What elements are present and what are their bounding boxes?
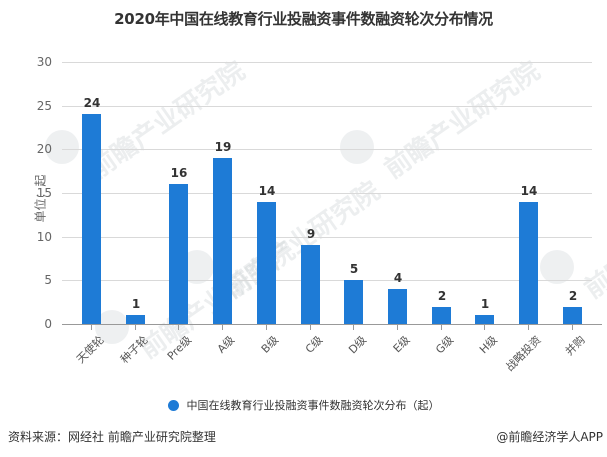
gridline xyxy=(62,193,592,194)
bar[interactable] xyxy=(126,315,145,324)
y-tick-label: 10 xyxy=(36,230,52,244)
bar[interactable] xyxy=(257,202,276,324)
x-tick xyxy=(91,325,92,330)
y-tick-label: 0 xyxy=(44,317,52,331)
bar-value-label: 24 xyxy=(83,96,101,110)
x-tick-label: G级 xyxy=(433,333,457,357)
watermark-logo-icon xyxy=(540,250,574,284)
bar[interactable] xyxy=(344,280,363,324)
chart-title: 2020年中国在线教育行业投融资事件数融资轮次分布情况 xyxy=(114,10,493,28)
bar-value-label: 5 xyxy=(349,262,359,276)
legend-marker-icon xyxy=(167,399,179,411)
x-tick-label: 战略投资 xyxy=(503,333,544,374)
x-tick-label: H级 xyxy=(476,333,500,357)
x-tick-label: A级 xyxy=(215,333,238,356)
x-tick-label: D级 xyxy=(345,333,369,357)
x-tick xyxy=(441,325,442,330)
x-tick xyxy=(310,325,311,330)
bar[interactable] xyxy=(388,289,407,324)
gridline xyxy=(62,106,592,107)
y-tick-label: 30 xyxy=(36,55,52,69)
x-tick-label: 并购 xyxy=(562,333,588,359)
bar[interactable] xyxy=(169,184,188,324)
bar[interactable] xyxy=(213,158,232,324)
y-tick-label: 25 xyxy=(36,99,52,113)
x-tick-label: C级 xyxy=(303,333,326,356)
y-tick-label: 20 xyxy=(36,142,52,156)
x-tick xyxy=(353,325,354,330)
x-tick xyxy=(484,325,485,330)
credit-note: @前瞻经济学人APP xyxy=(496,430,603,444)
bar-value-label: 2 xyxy=(437,289,447,303)
bar[interactable] xyxy=(475,315,494,324)
x-tick xyxy=(222,325,223,330)
bar-value-label: 1 xyxy=(131,297,141,311)
bar[interactable] xyxy=(563,307,582,324)
bar[interactable] xyxy=(519,202,538,324)
bar[interactable] xyxy=(301,245,320,324)
x-tick xyxy=(572,325,573,330)
bar-value-label: 16 xyxy=(170,166,188,180)
gridline xyxy=(62,280,592,281)
bar-value-label: 19 xyxy=(214,140,232,154)
watermark: 前瞻产业研究院 xyxy=(579,176,607,306)
x-tick-label: 种子轮 xyxy=(118,333,151,366)
x-tick-label: Pre级 xyxy=(164,333,194,363)
bar-value-label: 4 xyxy=(393,271,403,285)
watermark-logo-icon xyxy=(340,130,374,164)
bar-value-label: 14 xyxy=(258,184,276,198)
x-tick-label: E级 xyxy=(390,333,413,356)
chart-plot-area: 单位：起 前瞻产业研究院前瞻产业研究院前瞻产业研究院前瞻产业研究院前瞻产业研究院… xyxy=(34,55,607,374)
gridline xyxy=(62,62,592,63)
x-tick xyxy=(178,325,179,330)
y-tick-label: 5 xyxy=(44,273,52,287)
x-tick xyxy=(135,325,136,330)
x-tick-label: B级 xyxy=(259,333,282,356)
bar-value-label: 2 xyxy=(568,289,578,303)
x-tick xyxy=(528,325,529,330)
x-axis-line xyxy=(62,324,602,325)
source-note: 资料来源：网经社 前瞻产业研究院整理 xyxy=(8,430,216,444)
bar-value-label: 1 xyxy=(480,297,490,311)
x-tick-label: 天使轮 xyxy=(74,333,107,366)
chart-legend[interactable]: 中国在线教育行业投融资事件数融资轮次分布（起） xyxy=(0,397,607,413)
x-tick xyxy=(397,325,398,330)
bar[interactable] xyxy=(82,114,101,324)
gridline xyxy=(62,237,592,238)
bar-value-label: 14 xyxy=(520,184,538,198)
bar-value-label: 9 xyxy=(306,227,316,241)
legend-label: 中国在线教育行业投融资事件数融资轮次分布（起） xyxy=(186,399,440,412)
bar[interactable] xyxy=(432,307,451,324)
y-tick-label: 15 xyxy=(36,186,52,200)
watermark: 前瞻产业研究院 xyxy=(379,56,546,186)
x-tick xyxy=(266,325,267,330)
gridline xyxy=(62,149,592,150)
